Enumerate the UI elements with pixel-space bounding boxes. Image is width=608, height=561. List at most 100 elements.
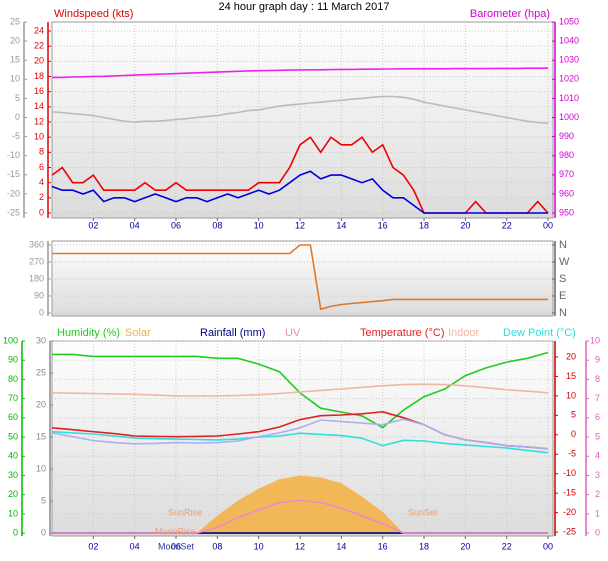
series-line [51, 170, 548, 214]
y-tick-label: 24 [34, 25, 44, 35]
x-tick-label: 16 [378, 541, 388, 551]
y-tick-label: 18 [34, 71, 44, 81]
y-tick-label: 8 [39, 147, 44, 157]
series-line [52, 351, 549, 429]
series-line [51, 383, 549, 397]
y-tick-label: 970 [559, 169, 574, 179]
y-tick-label: -25 [563, 526, 576, 536]
y-tick-label: 980 [559, 150, 574, 160]
y-tick-label: 1040 [559, 35, 579, 45]
y-tick-label: 22 [34, 41, 44, 51]
y-tick-label: 10 [566, 390, 576, 400]
y-tick-label: 1020 [559, 74, 579, 84]
x-tick-label: 02 [88, 541, 98, 551]
y-tick-label: 80 [8, 374, 18, 384]
series-line [52, 499, 548, 534]
y-tick-label: 20 [36, 399, 46, 409]
y-tick-label: 2 [39, 192, 44, 202]
legend-entry: Humidity (%) [57, 327, 120, 339]
plot-area [51, 21, 554, 219]
y-tick-label: -20 [563, 507, 576, 517]
y-tick-label: 950 [559, 207, 574, 217]
y-tick-label: 90 [8, 355, 18, 365]
legend-entry: Indoor [448, 327, 480, 339]
y-tick-label: 9 [595, 355, 600, 365]
y-tick-label: 0 [15, 112, 20, 122]
x-tick-label: 16 [378, 220, 388, 230]
y-tick-label: -15 [7, 169, 20, 179]
y-tick-label: 90 [34, 290, 44, 300]
y-tick-label: 3 [595, 470, 600, 480]
y-tick-label: 50 [8, 431, 18, 441]
area [52, 475, 548, 534]
x-tick-label: 06 [171, 220, 181, 230]
y-tick-label: 20 [8, 489, 18, 499]
legend-entry: UV [285, 327, 301, 339]
x-tick-label: 10 [254, 220, 264, 230]
x-tick-label: 14 [336, 220, 346, 230]
series-line [51, 430, 549, 454]
y-tick-label: 12 [34, 116, 44, 126]
y-tick-label: 20 [566, 351, 576, 361]
y-tick-label: -10 [563, 468, 576, 478]
annotation: MoonSet [158, 541, 195, 551]
x-tick-label: 18 [419, 220, 429, 230]
y-tick-label: 20 [10, 35, 20, 45]
y-tick-label: 5 [571, 410, 576, 420]
y-tick-label: E [559, 290, 566, 302]
y-tick-label: 30 [8, 470, 18, 480]
x-tick-label: 14 [336, 541, 346, 551]
y-tick-label: 6 [39, 162, 44, 172]
y-tick-label: 10 [590, 335, 600, 345]
x-tick-label: 22 [502, 541, 512, 551]
y-tick-label: -15 [563, 488, 576, 498]
chart-title: 24 hour graph day : 11 March 2017 [218, 1, 389, 13]
y-tick-label: -25 [7, 207, 20, 217]
y-tick-label: 5 [15, 93, 20, 103]
y-tick-label: 40 [8, 451, 18, 461]
y-tick-label: 10 [8, 508, 18, 518]
y-tick-label: 0 [39, 207, 44, 217]
x-tick-label: 22 [502, 220, 512, 230]
y-tick-label: -10 [7, 150, 20, 160]
y-tick-label: 25 [10, 16, 20, 26]
legend-entry: Rainfall (mm) [200, 327, 265, 339]
y-tick-label: 2 [595, 489, 600, 499]
y-tick-label: N [559, 307, 567, 319]
y-tick-label: 0 [595, 527, 600, 537]
y-tick-label: 0 [41, 527, 46, 537]
y-tick-label: 1050 [559, 16, 579, 26]
y-tick-label: 990 [559, 131, 574, 141]
y-tick-label: 70 [8, 393, 18, 403]
y-tick-label: 15 [566, 371, 576, 381]
y-tick-label: 6 [595, 412, 600, 422]
y-tick-label: 4 [595, 451, 600, 461]
y-tick-label: -20 [7, 188, 20, 198]
y-tick-label: 1 [595, 508, 600, 518]
y-tick-label: 4 [39, 177, 44, 187]
y-tick-label: 30 [36, 335, 46, 345]
legend-entry: Dew Point (°C) [503, 327, 576, 339]
y-tick-label: -5 [12, 131, 20, 141]
y-tick-label: 10 [36, 463, 46, 473]
y-tick-label: 0 [571, 429, 576, 439]
x-tick-label: 00 [543, 541, 553, 551]
x-tick-label: 12 [295, 220, 305, 230]
annotation: SunSet [408, 507, 438, 517]
x-tick-label: 10 [254, 541, 264, 551]
y-tick-label: S [559, 273, 566, 285]
series-line [52, 67, 548, 79]
y-tick-label: 0 [39, 307, 44, 317]
y-tick-label: N [559, 239, 567, 251]
annotation: MoonRise [155, 526, 196, 536]
x-tick-label: 20 [460, 541, 470, 551]
y-tick-label: 5 [595, 431, 600, 441]
y-tick-label: 25 [36, 367, 46, 377]
y-tick-label: 7 [595, 393, 600, 403]
series-line [51, 95, 549, 124]
y-tick-label: 60 [8, 412, 18, 422]
y-tick-label: 270 [29, 256, 44, 266]
annotation: SunRise [168, 507, 202, 517]
y-tick-label: 360 [29, 239, 44, 249]
